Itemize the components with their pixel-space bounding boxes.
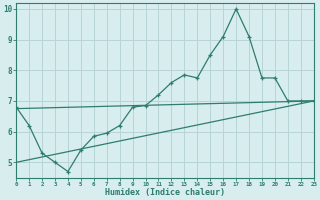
X-axis label: Humidex (Indice chaleur): Humidex (Indice chaleur) [105, 188, 225, 197]
